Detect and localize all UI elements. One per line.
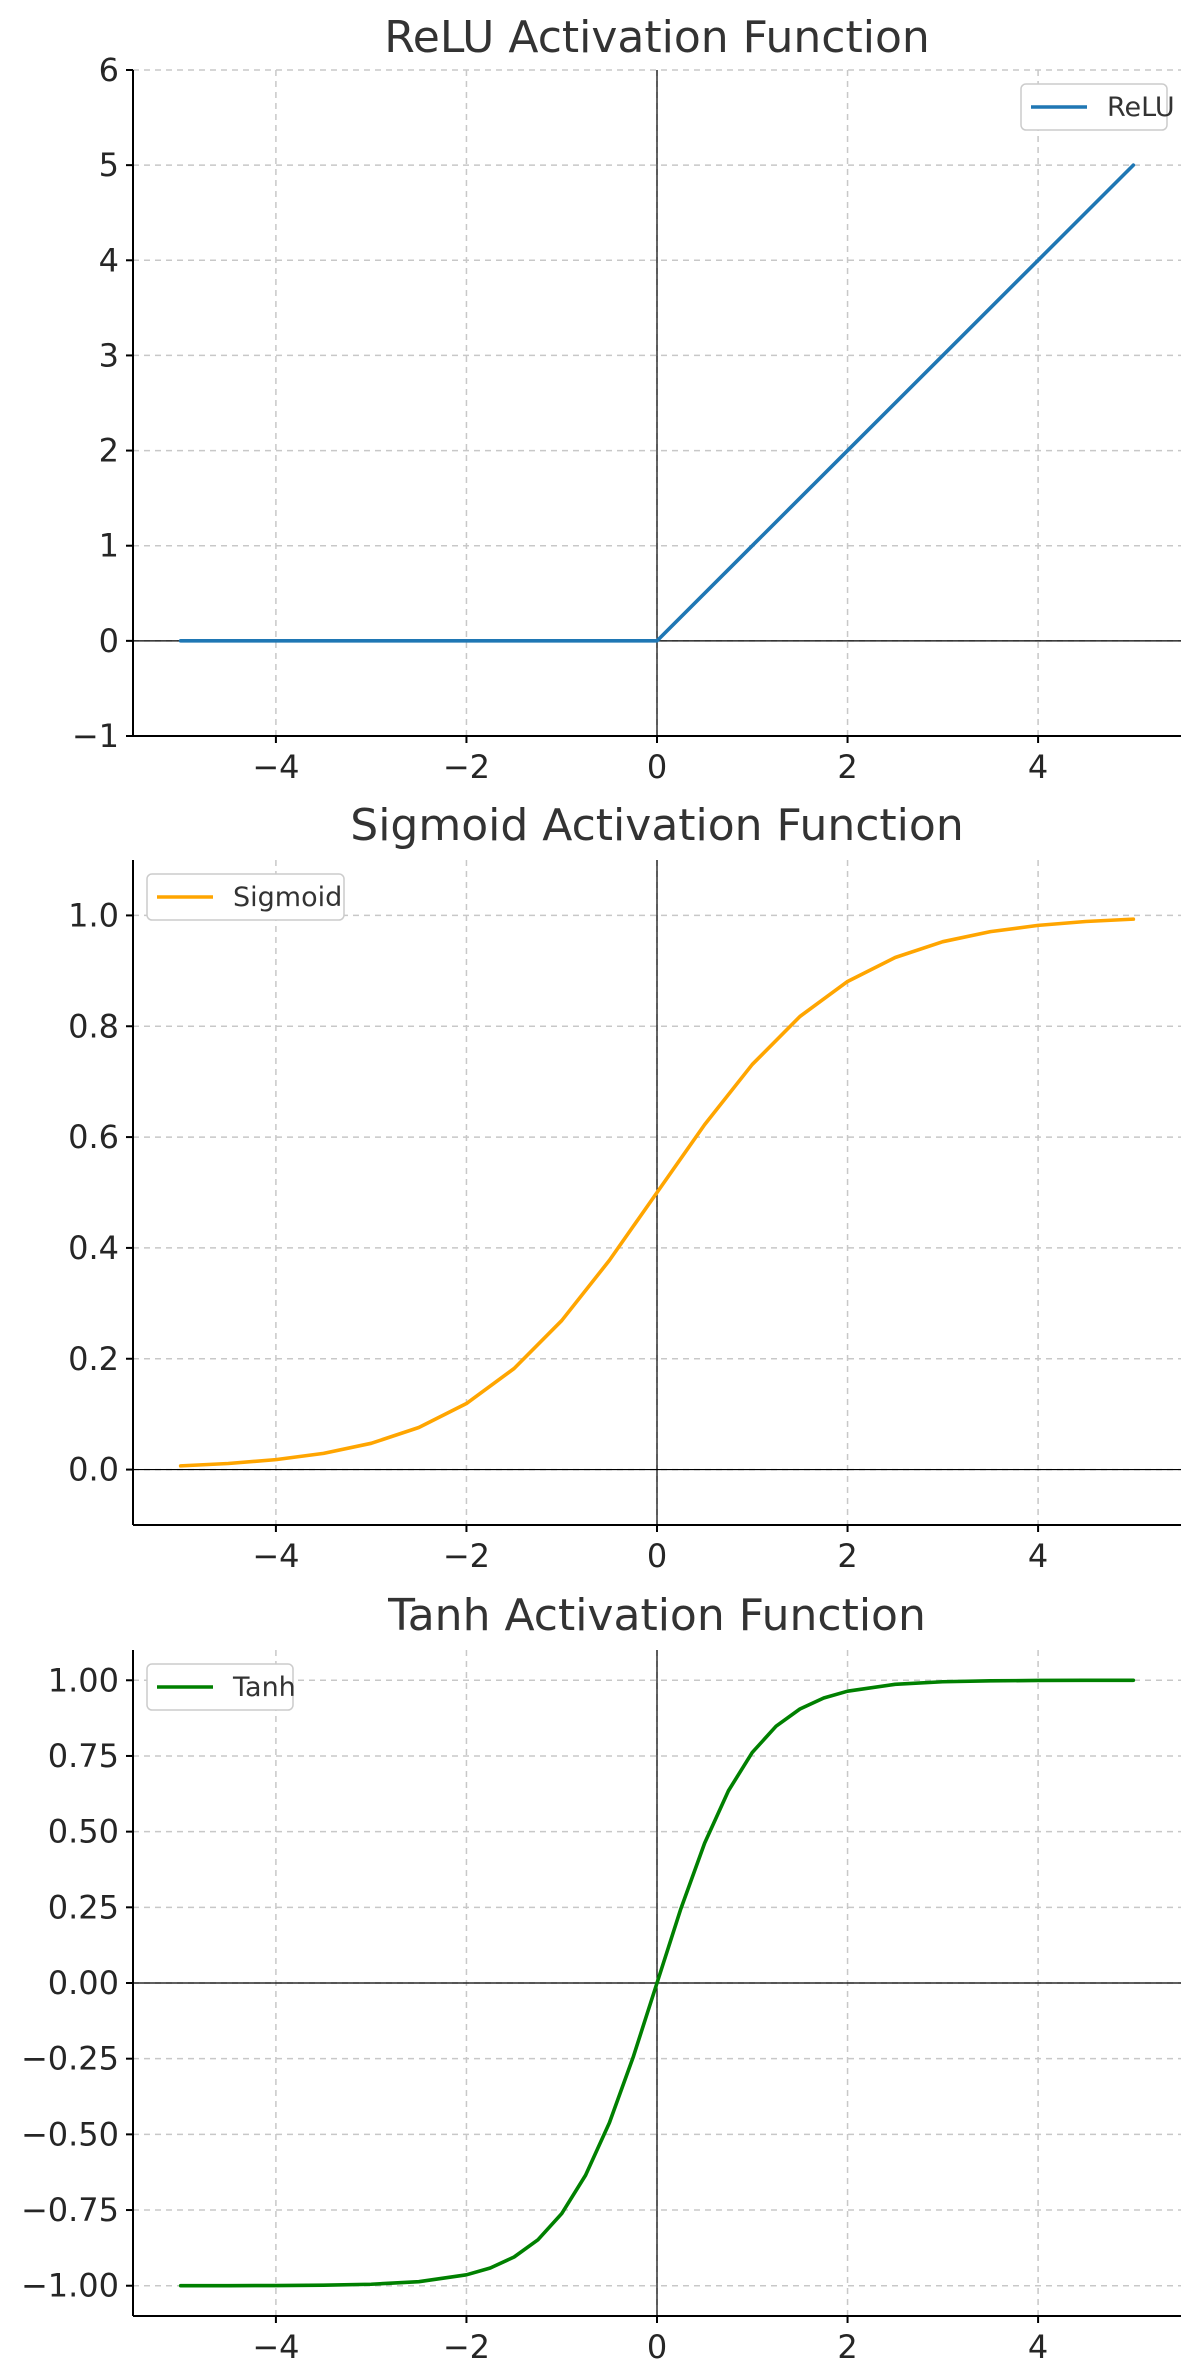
x-tick-label: 0 (647, 748, 667, 786)
chart-title: Sigmoid Activation Function (350, 800, 963, 851)
x-tick-label: −2 (443, 1537, 490, 1575)
y-tick-label: 3 (99, 336, 119, 374)
x-tick-label: 4 (1028, 1537, 1048, 1575)
y-tick-label: 0.0 (68, 1451, 119, 1489)
x-tick-label: −4 (252, 748, 299, 786)
x-tick-label: 2 (837, 748, 857, 786)
chart-panel-1: −4 −2 0 2 4 −1 0 1 2 3 4 5 6 ReLU Activation Function… (72, 12, 1181, 786)
y-tick-label: 1.00 (48, 1661, 119, 1699)
y-tick-label: −1.00 (21, 2267, 119, 2305)
y-tick-label: 0.50 (48, 1813, 119, 1851)
y-tick-label: 0.4 (68, 1229, 119, 1267)
legend: Sigmoid (146, 873, 345, 921)
x-tick-label: 2 (837, 1537, 857, 1575)
y-tick-label: 1 (99, 527, 119, 565)
series-line-sigmoid (178, 917, 1136, 1468)
x-tick-label: −4 (252, 1537, 299, 1575)
x-tick-label: 0 (647, 2328, 667, 2366)
y-tick-label: 0.25 (48, 1888, 119, 1926)
chart-panel-2: −4 −2 0 2 4 0.0 0.2 0.4 0.6 0.8 1.0 Sigmoid Activat… (68, 800, 1181, 1575)
y-tick-label: 0.00 (48, 1964, 119, 2002)
series-line-tanh (178, 1678, 1136, 2288)
y-tick-label: 6 (99, 51, 119, 89)
y-tick-label: 0 (99, 622, 119, 660)
y-tick-label: −1 (72, 717, 119, 755)
y-tick-label: −0.75 (21, 2191, 119, 2229)
legend-label: ReLU (1107, 92, 1175, 123)
y-tick-label: 5 (99, 146, 119, 184)
y-tick-label: 1.0 (68, 896, 119, 934)
y-tick-label: 0.75 (48, 1737, 119, 1775)
x-tick-label: 0 (647, 1537, 667, 1575)
chart-title: Tanh Activation Function (387, 1590, 926, 1641)
y-tick-label: −0.25 (21, 2040, 119, 2078)
series-line-relu (178, 163, 1136, 643)
x-tick-label: 4 (1028, 2328, 1048, 2366)
y-tick-label: 2 (99, 432, 119, 470)
x-tick-label: 2 (837, 2328, 857, 2366)
legend-box (146, 873, 345, 921)
y-tick-label: −0.50 (21, 2115, 119, 2153)
x-tick-label: −4 (252, 2328, 299, 2366)
y-tick-label: 0.8 (68, 1007, 119, 1045)
legend: ReLU (1020, 83, 1175, 131)
x-tick-label: 4 (1028, 748, 1048, 786)
legend-box (146, 1663, 294, 1711)
legend-label: Sigmoid (233, 882, 342, 913)
legend-label: Tanh (232, 1672, 296, 1703)
x-tick-label: −2 (443, 2328, 490, 2366)
legend: Tanh (146, 1663, 296, 1711)
chart-title: ReLU Activation Function (384, 12, 930, 63)
legend-box (1020, 83, 1168, 131)
y-tick-label: 4 (99, 241, 119, 279)
y-tick-label: 0.2 (68, 1340, 119, 1378)
y-tick-label: 0.6 (68, 1118, 119, 1156)
x-tick-label: −2 (443, 748, 490, 786)
chart-panel-3: −4 −2 0 2 4 −1.00 −0.75 −0.50 −0.25 0.00 0.25 0.50 0… (21, 1590, 1181, 2366)
